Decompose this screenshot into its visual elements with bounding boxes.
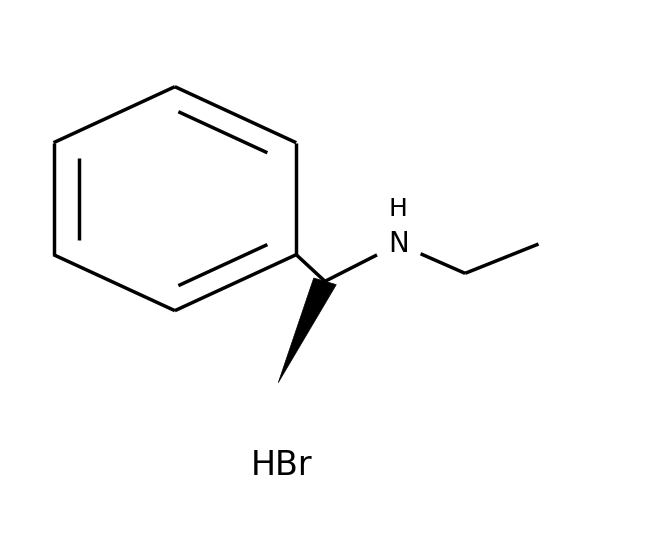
Polygon shape [278, 278, 336, 383]
Text: H: H [389, 197, 408, 221]
Text: HBr: HBr [251, 449, 312, 482]
Text: N: N [388, 230, 409, 258]
